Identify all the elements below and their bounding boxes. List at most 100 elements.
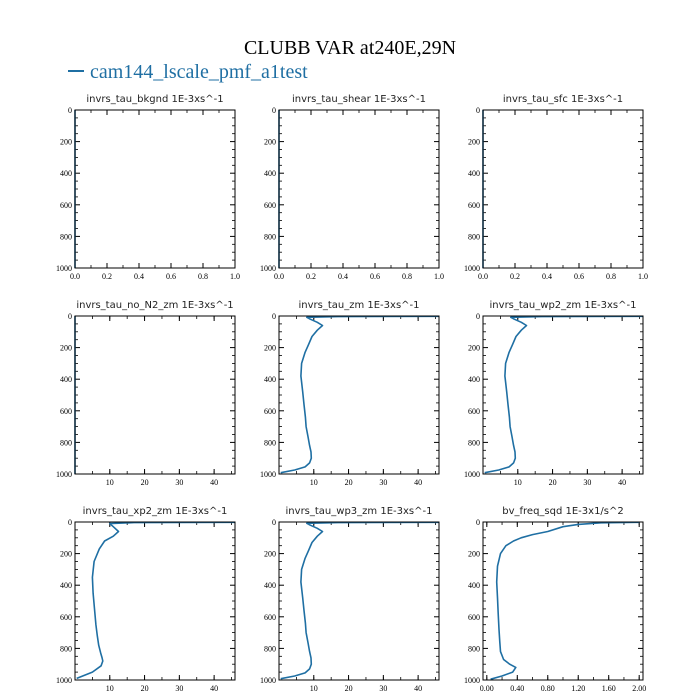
panel-title: invrs_tau_wp2_zm 1E-3xs^-1 bbox=[490, 300, 637, 311]
x-tick-label: 1.60 bbox=[602, 684, 616, 693]
y-tick-label: 800 bbox=[60, 438, 72, 447]
y-tick-label: 200 bbox=[264, 344, 276, 353]
y-tick-label: 600 bbox=[468, 407, 480, 416]
series-line bbox=[280, 521, 440, 680]
x-tick-label: 0.6 bbox=[370, 272, 380, 281]
x-tick-label: 0.6 bbox=[574, 272, 584, 281]
x-tick-label: 40 bbox=[414, 478, 422, 487]
y-tick-label: 600 bbox=[264, 407, 276, 416]
series-line bbox=[76, 521, 236, 680]
y-tick-label: 1000 bbox=[464, 470, 480, 479]
x-tick-label: 40 bbox=[210, 478, 218, 487]
x-tick-label: 1.20 bbox=[571, 684, 585, 693]
series-line bbox=[280, 315, 440, 474]
y-tick-label: 400 bbox=[60, 169, 72, 178]
y-tick-label: 200 bbox=[60, 344, 72, 353]
x-tick-label: 30 bbox=[583, 478, 591, 487]
x-tick-label: 30 bbox=[175, 684, 183, 693]
y-tick-label: 400 bbox=[264, 169, 276, 178]
y-tick-label: 0 bbox=[272, 312, 276, 321]
x-tick-label: 0.00 bbox=[480, 684, 494, 693]
y-tick-label: 400 bbox=[264, 375, 276, 384]
x-tick-label: 20 bbox=[141, 478, 149, 487]
panel-8: invrs_tau_wp3_zm 1E-3xs^-1 0 200 400 600 800 1… bbox=[260, 506, 440, 693]
y-tick-label: 0 bbox=[68, 106, 72, 115]
series-line bbox=[490, 521, 640, 680]
y-tick-label: 800 bbox=[264, 232, 276, 241]
y-tick-label: 0 bbox=[476, 518, 480, 527]
y-tick-label: 200 bbox=[468, 344, 480, 353]
y-tick-label: 1000 bbox=[56, 264, 72, 273]
y-tick-label: 400 bbox=[468, 169, 480, 178]
x-tick-label: 20 bbox=[549, 478, 557, 487]
y-tick-label: 200 bbox=[60, 138, 72, 147]
y-tick-label: 1000 bbox=[56, 470, 72, 479]
panel-title: invrs_tau_bkgnd 1E-3xs^-1 bbox=[86, 94, 223, 105]
y-tick-label: 200 bbox=[264, 550, 276, 559]
x-tick-label: 1.0 bbox=[230, 272, 240, 281]
x-tick-label: 30 bbox=[379, 478, 387, 487]
x-tick-label: 10 bbox=[106, 478, 114, 487]
x-tick-label: 0.4 bbox=[542, 272, 552, 281]
y-tick-label: 0 bbox=[476, 106, 480, 115]
x-tick-label: 0.0 bbox=[478, 272, 488, 281]
x-tick-label: 0.8 bbox=[198, 272, 208, 281]
y-tick-label: 0 bbox=[68, 312, 72, 321]
plot-frame bbox=[482, 109, 644, 269]
panel-7: invrs_tau_xp2_zm 1E-3xs^-1 0 200 400 600 800 1… bbox=[56, 506, 236, 693]
plot-frame bbox=[482, 315, 644, 475]
x-tick-label: 0.6 bbox=[166, 272, 176, 281]
y-tick-label: 200 bbox=[264, 138, 276, 147]
x-tick-label: 10 bbox=[310, 684, 318, 693]
y-tick-label: 1000 bbox=[260, 676, 276, 685]
panel-title: invrs_tau_wp3_zm 1E-3xs^-1 bbox=[286, 506, 433, 517]
panels-grid: invrs_tau_bkgnd 1E-3xs^-1020040060080010… bbox=[56, 94, 648, 693]
x-tick-label: 1.0 bbox=[434, 272, 444, 281]
panel-4: invrs_tau_no_N2_zm 1E-3xs^-1 0 200 400 600 80… bbox=[56, 300, 236, 487]
x-tick-label: 0.80 bbox=[541, 684, 555, 693]
y-tick-label: 0 bbox=[68, 518, 72, 527]
plot-frame bbox=[278, 315, 440, 475]
y-tick-label: 0 bbox=[476, 312, 480, 321]
y-tick-label: 400 bbox=[60, 581, 72, 590]
panel-5: invrs_tau_zm 1E-3xs^-1 0 200 400 600 800 1000 1… bbox=[260, 300, 440, 487]
legend-label: cam144_lscale_pmf_a1test bbox=[90, 61, 308, 83]
y-tick-label: 800 bbox=[468, 232, 480, 241]
x-tick-label: 1.0 bbox=[638, 272, 648, 281]
panel-title: bv_freq_sqd 1E-3x1/s^2 bbox=[502, 506, 624, 517]
y-tick-label: 1000 bbox=[464, 676, 480, 685]
panel-title: invrs_tau_zm 1E-3xs^-1 bbox=[298, 300, 419, 311]
panel-title: invrs_tau_no_N2_zm 1E-3xs^-1 bbox=[76, 300, 233, 311]
panel-2: invrs_tau_shear 1E-3xs^-1 0 200 400 600 800 10… bbox=[260, 94, 444, 281]
x-tick-label: 0.4 bbox=[338, 272, 348, 281]
y-tick-label: 600 bbox=[468, 201, 480, 210]
y-tick-label: 600 bbox=[60, 201, 72, 210]
plot-frame bbox=[74, 315, 236, 475]
x-tick-label: 0.40 bbox=[510, 684, 524, 693]
panel-9: bv_freq_sqd 1E-3x1/s^2020040060080010000… bbox=[464, 506, 646, 693]
x-tick-label: 20 bbox=[345, 478, 353, 487]
panel-title: invrs_tau_sfc 1E-3xs^-1 bbox=[503, 94, 623, 105]
y-tick-label: 400 bbox=[60, 375, 72, 384]
x-tick-label: 40 bbox=[414, 684, 422, 693]
y-tick-label: 800 bbox=[468, 438, 480, 447]
y-tick-label: 0 bbox=[272, 106, 276, 115]
y-tick-label: 600 bbox=[468, 613, 480, 622]
x-tick-label: 40 bbox=[210, 684, 218, 693]
y-tick-label: 600 bbox=[60, 613, 72, 622]
y-tick-label: 600 bbox=[264, 201, 276, 210]
x-tick-label: 0.0 bbox=[274, 272, 284, 281]
y-tick-label: 800 bbox=[60, 232, 72, 241]
x-tick-label: 20 bbox=[345, 684, 353, 693]
y-tick-label: 200 bbox=[468, 138, 480, 147]
panel-3: invrs_tau_sfc 1E-3xs^-1 0 200 400 600 800 1000… bbox=[464, 94, 648, 281]
x-tick-label: 10 bbox=[514, 478, 522, 487]
plot-frame bbox=[278, 109, 440, 269]
x-tick-label: 2.00 bbox=[632, 684, 646, 693]
y-tick-label: 400 bbox=[468, 375, 480, 384]
panel-title: invrs_tau_shear 1E-3xs^-1 bbox=[292, 94, 426, 105]
x-tick-label: 0.2 bbox=[306, 272, 316, 281]
y-tick-label: 600 bbox=[264, 613, 276, 622]
x-tick-label: 0.2 bbox=[510, 272, 520, 281]
